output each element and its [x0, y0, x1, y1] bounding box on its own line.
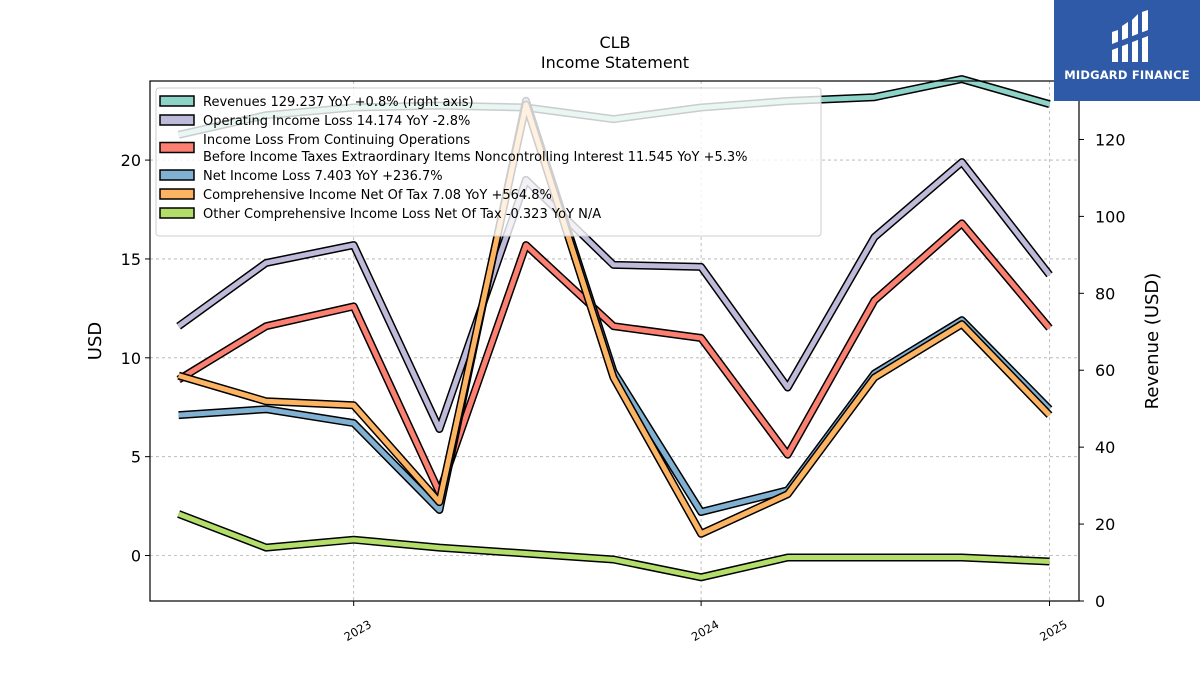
chart-subtitle: Income Statement — [541, 53, 689, 72]
x-tick-label: 2024 — [689, 617, 721, 644]
y2-tick-label: 40 — [1095, 438, 1115, 457]
y2-tick-label: 20 — [1095, 515, 1115, 534]
y-tick-label: 0 — [131, 547, 141, 566]
y2-tick-label: 0 — [1095, 592, 1105, 611]
series-line — [177, 159, 1052, 432]
brand-name: MIDGARD FINANCE — [1064, 68, 1190, 82]
legend-swatch — [159, 114, 195, 126]
y-tick-label: 15 — [121, 250, 141, 269]
y-tick-label: 20 — [121, 151, 141, 170]
y-tick-label: 10 — [121, 349, 141, 368]
series-line — [177, 220, 1052, 495]
y2-tick-label: 60 — [1095, 361, 1115, 380]
legend-box — [155, 87, 822, 237]
y2-tick-label: 80 — [1095, 284, 1115, 303]
x-tick-label: 2025 — [1037, 617, 1069, 644]
series-lines — [176, 75, 1053, 582]
legend-label: Operating Income Loss 14.174 YoY -2.8% — [203, 114, 470, 129]
legend-label: Before Income Taxes Extraordinary Items … — [203, 150, 748, 165]
x-tick-label: 2023 — [342, 617, 374, 644]
chart-title: CLB — [599, 33, 630, 52]
plot-frame — [149, 80, 1080, 602]
y2-tick-label: 120 — [1095, 130, 1126, 149]
series-line — [177, 102, 1052, 537]
y2-tick-label: 100 — [1095, 207, 1126, 226]
legend-swatch — [159, 169, 195, 181]
y-tick-label: 5 — [131, 448, 141, 467]
legend-label: Net Income Loss 7.403 YoY +236.7% — [203, 169, 443, 184]
legend: Revenues 129.237 YoY +0.8% (right axis) O… — [155, 87, 822, 237]
series-line — [177, 511, 1050, 580]
legend-label: Revenues 129.237 YoY +0.8% (right axis) — [203, 95, 474, 110]
midgard-logo-icon — [1112, 10, 1148, 62]
legend-label: Other Comprehensive Income Loss Net Of T… — [203, 207, 601, 222]
brand-logo: MIDGARD FINANCE — [1054, 0, 1200, 101]
y-axis-label: USD — [85, 322, 106, 360]
legend-label: Income Loss From Continuing Operations — [203, 133, 470, 148]
legend-swatch — [159, 95, 195, 107]
legend-swatch — [159, 188, 195, 200]
legend-swatch — [159, 207, 195, 219]
legend-label: Comprehensive Income Net Of Tax 7.08 YoY… — [203, 188, 552, 203]
y2-axis-label: Revenue (USD) — [1142, 273, 1163, 410]
legend-swatch — [159, 141, 195, 154]
